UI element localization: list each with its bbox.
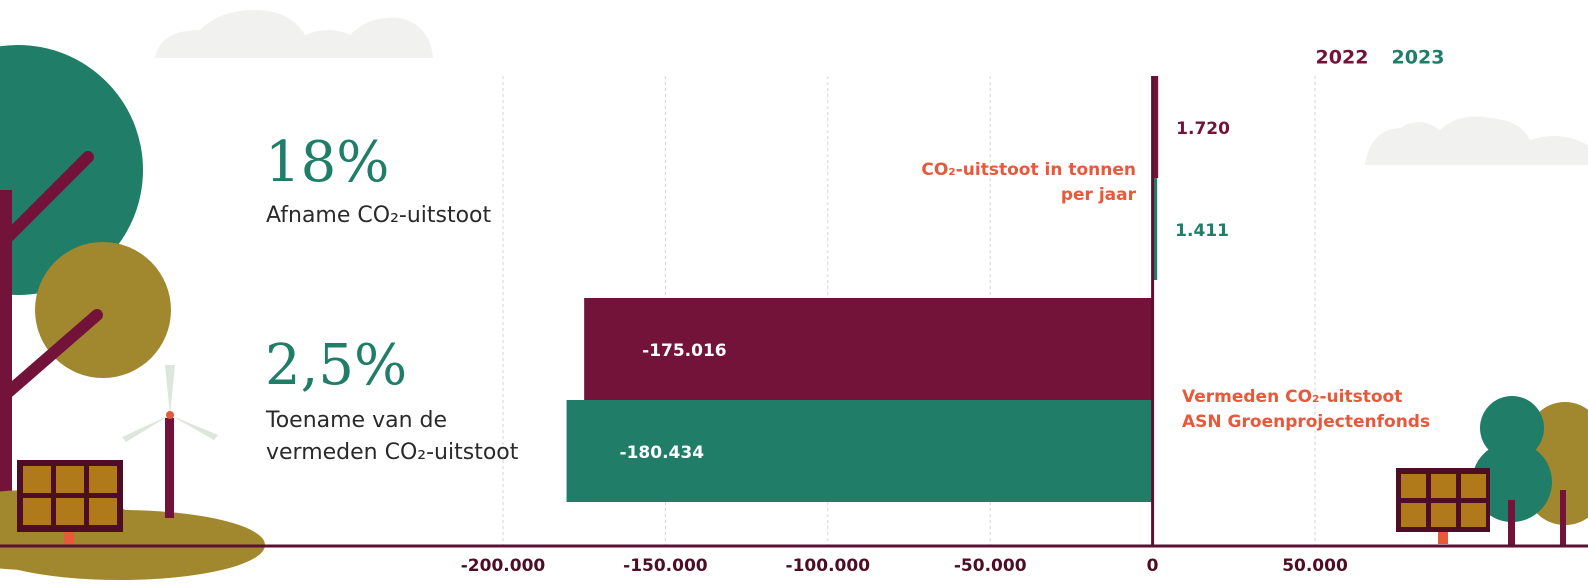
bar	[584, 298, 1153, 400]
x-tick-label: 50.000	[1282, 556, 1348, 576]
value-label: -180.434	[620, 443, 705, 463]
legend-label: 2023	[1392, 47, 1445, 69]
stat-value: 2,5%	[265, 333, 408, 398]
x-tick-label: -100.000	[786, 556, 871, 576]
bar	[1152, 178, 1158, 280]
x-tick-label: 0	[1147, 556, 1159, 576]
stat-label: Toename van de vermeden CO₂-uitstoot	[266, 408, 519, 465]
category-label: Vermeden CO₂-uitstoot ASN Groenprojecten…	[1182, 387, 1431, 432]
x-tick-label: -50.000	[954, 556, 1027, 576]
value-label: -175.016	[642, 341, 727, 361]
value-label: 1.411	[1175, 221, 1229, 241]
bar	[1152, 76, 1159, 178]
stat-label: Afname CO₂-uitstoot	[266, 203, 492, 228]
stat-value: 18%	[265, 130, 390, 195]
bar	[566, 400, 1153, 502]
category-label: CO₂-uitstoot in tonnen per jaar	[921, 160, 1136, 205]
decoration	[0, 10, 1588, 580]
x-tick-label: -150.000	[623, 556, 708, 576]
value-label: 1.720	[1176, 119, 1230, 139]
x-tick-label: -200.000	[461, 556, 546, 576]
legend-label: 2022	[1316, 47, 1369, 69]
